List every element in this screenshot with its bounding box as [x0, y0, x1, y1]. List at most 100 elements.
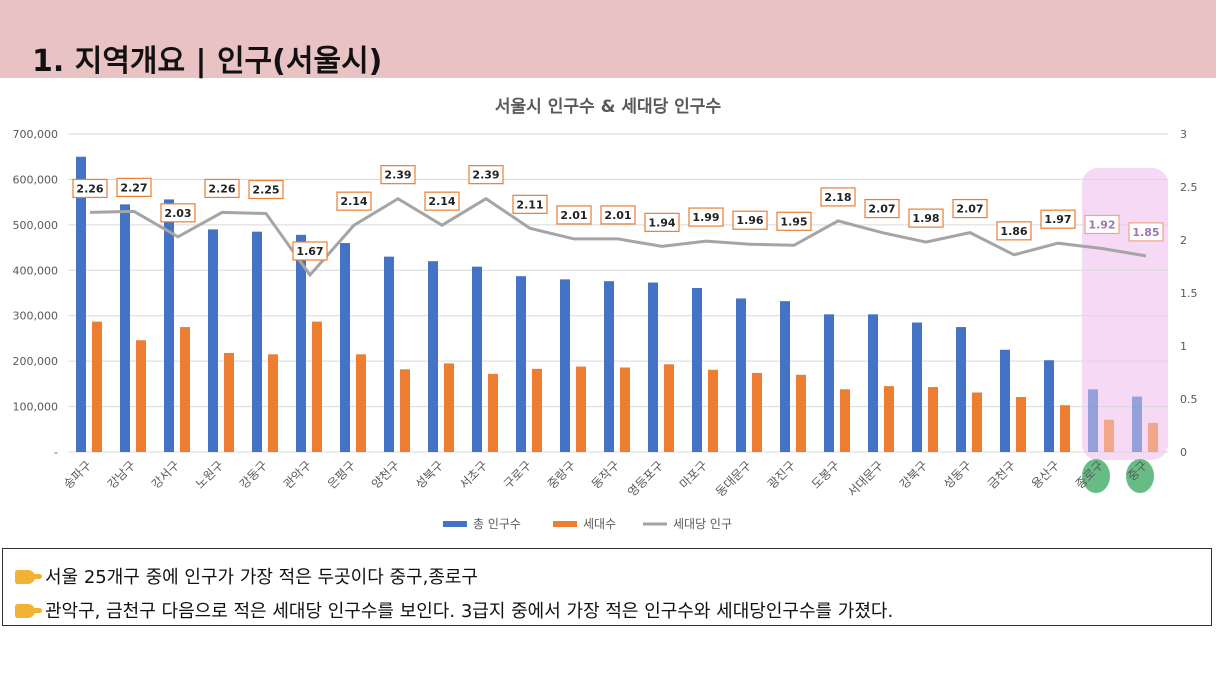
- data-label-per-household: 2.07: [952, 198, 988, 219]
- data-label-per-household: 2.01: [556, 205, 592, 225]
- highlight-circle: [1126, 459, 1154, 493]
- bar-households: [1016, 397, 1026, 452]
- y-right-tick-label: 2: [1180, 234, 1187, 247]
- data-label-box: [1040, 209, 1076, 229]
- y-left-tick-label: 700,000: [13, 128, 59, 141]
- bar-households: [796, 374, 806, 452]
- bar-population: [472, 266, 482, 452]
- data-label-per-household: 2.27: [116, 177, 152, 197]
- data-label-box: [1084, 214, 1120, 235]
- data-label-per-household: 2.39: [380, 165, 416, 185]
- x-tick-label: 영등포구: [625, 458, 666, 499]
- header-band: [0, 0, 1216, 78]
- data-label-text: 2.01: [604, 209, 631, 222]
- bar-population: [428, 261, 438, 452]
- x-tick-label: 도봉구: [809, 458, 842, 491]
- data-label-box: [644, 212, 680, 232]
- data-label-text: 1.96: [736, 214, 763, 227]
- data-label-per-household: 2.03: [160, 203, 196, 223]
- data-label-text: 1.95: [780, 215, 807, 228]
- bar-population: [604, 281, 614, 452]
- bar-population: [560, 279, 570, 452]
- bar-households: [136, 340, 146, 452]
- bar-population: [692, 288, 702, 452]
- x-tick-label: 노원구: [193, 458, 226, 491]
- data-label-box: [908, 208, 944, 228]
- combo-chart: - 100,000 200,000 300,000 400,000 500,000 600,…: [13, 128, 1198, 531]
- legend-swatch: [553, 521, 577, 527]
- bar-population: [208, 229, 218, 452]
- y-left-tick-label: 300,000: [13, 310, 59, 323]
- bar-households: [840, 389, 850, 452]
- pointing-hand-icon: [15, 604, 42, 618]
- data-label-box: [336, 191, 372, 211]
- x-tick-label: 동작구: [589, 458, 622, 491]
- bar-households: [444, 363, 454, 452]
- bar-households: [532, 368, 542, 452]
- legend-label: 세대수: [583, 517, 616, 531]
- bar-households: [312, 321, 322, 452]
- chart-title: 서울시 인구수 & 세대당 인구수: [494, 97, 722, 117]
- x-tick-label: 양천구: [368, 458, 402, 492]
- data-label-box: [600, 205, 636, 225]
- notes-box: 서울 25개구 중에 인구가 가장 적은 두곳이다 중구,종로구 관악구, 금천…: [2, 548, 1212, 626]
- bar-households: [356, 354, 366, 452]
- bar-population: [516, 276, 526, 452]
- bar-population: [736, 298, 746, 452]
- data-label-box: [996, 221, 1032, 241]
- bar-households: [400, 369, 410, 452]
- bar-population: [1132, 396, 1142, 452]
- bar-population: [76, 156, 86, 452]
- data-label-text: 1.94: [648, 216, 675, 229]
- data-label-text: 2.18: [824, 191, 851, 204]
- data-label-box: [688, 207, 724, 227]
- data-label-text: 2.14: [340, 195, 367, 208]
- y-left-tick-label: 200,000: [13, 355, 59, 368]
- data-label-text: 2.26: [76, 182, 103, 195]
- data-label-text: 2.25: [252, 184, 279, 197]
- data-label-per-household: 1.67: [292, 241, 328, 261]
- bar-population: [868, 314, 878, 452]
- note-line-2: 관악구, 금천구 다음으로 적은 세대당 인구수를 보인다. 3급지 중에서 가…: [15, 597, 893, 623]
- line-per-household: [89, 196, 1147, 278]
- data-label-box: [468, 165, 504, 185]
- bar-population: [1000, 349, 1010, 452]
- y-right-tick-label: 2.5: [1180, 181, 1198, 194]
- data-label-text: 1.98: [912, 212, 939, 225]
- data-label-box: [952, 198, 988, 219]
- bar-population: [164, 199, 174, 452]
- pointing-hand-icon: [15, 570, 42, 584]
- data-label-per-household: 2.11: [512, 194, 548, 214]
- data-label-text: 2.14: [428, 195, 455, 208]
- bar-population: [340, 243, 350, 452]
- data-label-box: [424, 191, 460, 211]
- legend-item: 세대당 인구: [643, 517, 732, 531]
- data-label-box: [864, 198, 900, 219]
- data-label-text: 1.99: [692, 211, 719, 224]
- data-label-per-household: 1.92: [1084, 214, 1120, 235]
- data-label-box: [776, 211, 812, 231]
- data-label-per-household: 2.14: [336, 191, 372, 211]
- data-label-box: [556, 205, 592, 225]
- y-right-tick-label: 3: [1180, 128, 1187, 141]
- bar-households: [1060, 405, 1070, 452]
- data-label-per-household: 1.99: [688, 207, 724, 227]
- x-tick-label: 은평구: [325, 458, 358, 491]
- data-label-text: 2.01: [560, 209, 587, 222]
- data-label-per-household: 1.95: [776, 211, 812, 231]
- data-label-per-household: 2.18: [820, 187, 856, 207]
- x-tick-label: 강동구: [237, 458, 270, 491]
- data-label-text: 2.39: [472, 169, 499, 182]
- bar-population: [956, 327, 966, 452]
- data-label-per-household: 1.86: [996, 221, 1032, 241]
- data-label-per-household: 2.01: [600, 205, 636, 225]
- bar-households: [664, 364, 674, 452]
- page-title: 1. 지역개요 | 인구(서울시): [32, 44, 383, 79]
- bar-population: [780, 301, 790, 452]
- legend-label: 총 인구수: [473, 517, 521, 531]
- y-left-tick-label: 600,000: [13, 173, 59, 186]
- data-label-box: [160, 203, 196, 223]
- data-label-box: [204, 178, 240, 199]
- y-right-tick-label: 0.5: [1180, 393, 1198, 406]
- data-label-per-household: 2.25: [248, 179, 284, 200]
